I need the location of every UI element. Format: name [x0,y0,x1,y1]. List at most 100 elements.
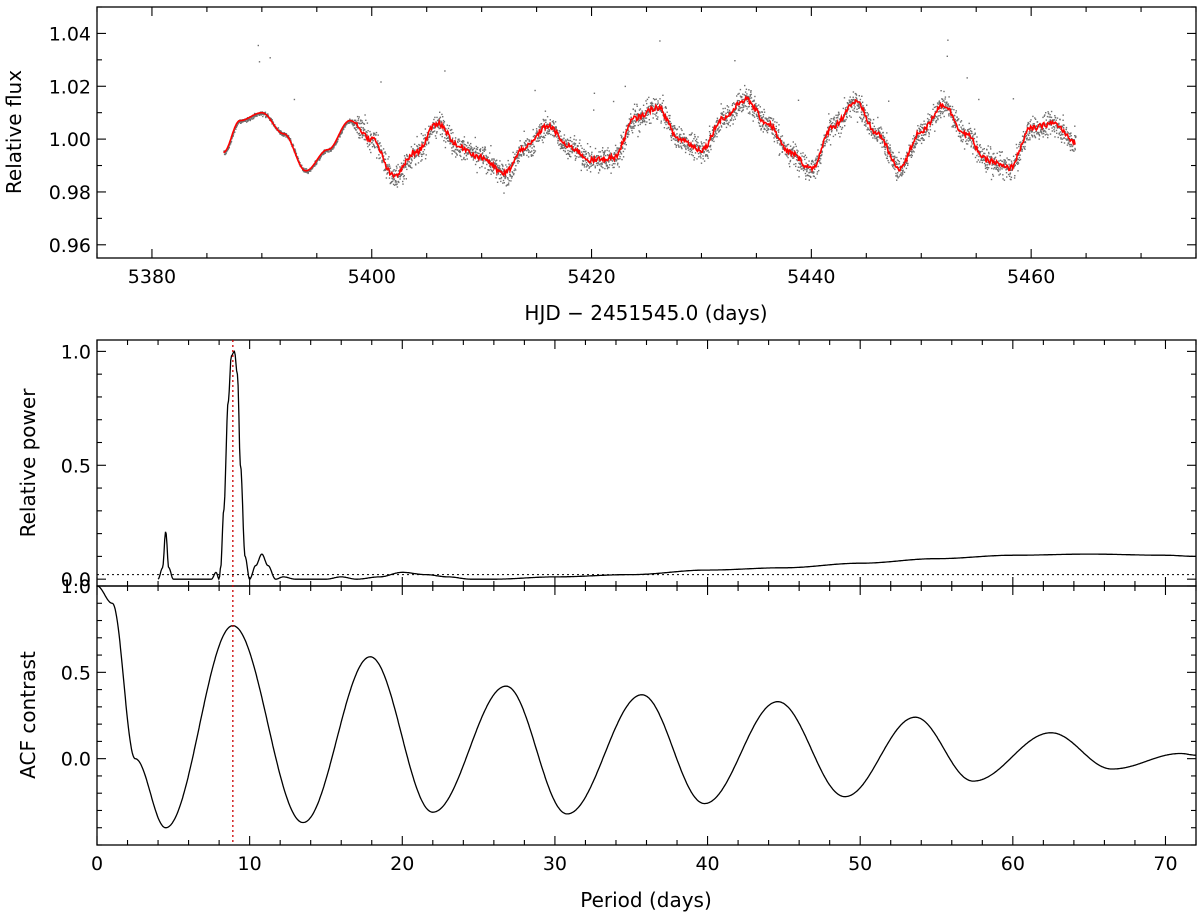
raw-point [896,175,898,178]
raw-point [624,148,626,150]
raw-point [783,142,785,144]
raw-point [921,126,923,129]
raw-point [677,144,679,146]
raw-point [886,139,888,142]
raw-point [574,155,576,157]
raw-point [583,148,585,151]
raw-point [433,127,435,129]
raw-point [1069,135,1071,138]
x-tick-label: 30 [543,853,567,875]
raw-point [589,160,591,163]
raw-point [709,134,711,137]
raw-point [889,144,891,146]
raw-point [762,124,764,126]
raw-point [371,141,373,144]
raw-point [876,136,878,138]
raw-point [538,137,541,139]
raw-point [763,111,766,113]
raw-point [880,128,883,130]
raw-point [1009,172,1012,174]
raw-point [636,115,638,117]
raw-point [715,124,717,127]
raw-point [746,93,748,95]
raw-point [508,163,510,165]
raw-point [760,117,763,120]
raw-point [739,107,741,109]
raw-point [934,117,936,119]
raw-point [852,109,854,111]
raw-point [661,102,663,104]
raw-point [1048,120,1050,123]
raw-point [641,119,644,122]
raw-point [924,128,927,130]
raw-point [613,153,615,155]
raw-point [434,116,436,119]
raw-point [766,129,768,132]
raw-point [510,177,513,179]
raw-point [467,153,469,155]
raw-point [708,131,711,133]
raw-point [1017,158,1019,161]
raw-point [887,147,890,149]
raw-point [916,138,918,140]
raw-point [902,171,904,173]
raw-point [833,119,835,121]
raw-point [366,142,368,145]
raw-point [823,136,826,138]
raw-point [853,110,856,113]
lightcurve-ticks [96,6,1197,258]
raw-point [351,119,353,121]
raw-point [1013,167,1015,169]
raw-point [643,112,645,114]
raw-point [815,159,818,161]
raw-point [820,143,823,146]
raw-point [601,166,603,168]
raw-point [542,135,545,138]
raw-point [752,114,755,117]
raw-point [834,123,836,125]
raw-point [716,117,719,119]
raw-point [863,108,865,110]
raw-point [931,121,933,123]
raw-point [468,151,470,153]
raw-point [972,153,974,155]
raw-point [738,105,741,108]
raw-point [383,169,385,172]
raw-point [544,134,547,136]
raw-point [950,116,952,118]
raw-point [401,173,403,175]
raw-point [443,140,445,142]
raw-point [597,159,599,161]
raw-point [586,169,588,171]
raw-point [423,153,425,155]
raw-point [467,152,469,154]
raw-point [944,104,947,106]
raw-point [932,103,935,106]
raw-point [519,155,521,157]
raw-point [423,138,425,140]
raw-point [556,135,559,137]
raw-point [611,164,613,166]
raw-point [976,143,979,146]
raw-point [678,135,681,137]
raw-point [414,163,417,165]
raw-point [773,135,776,137]
raw-point [633,103,636,105]
raw-point [674,126,676,129]
raw-point [872,122,874,124]
raw-point [989,156,991,158]
raw-point [651,105,653,107]
raw-point [823,145,825,147]
raw-point [479,167,481,169]
raw-point [393,173,396,175]
raw-point [424,128,427,130]
raw-point [439,111,441,113]
raw-point [580,169,582,172]
raw-point [416,135,418,138]
raw-point [513,169,515,172]
raw-point [674,128,677,130]
raw-point [829,129,831,131]
raw-point [1001,160,1004,163]
raw-point [1058,133,1060,135]
raw-point [902,173,904,175]
